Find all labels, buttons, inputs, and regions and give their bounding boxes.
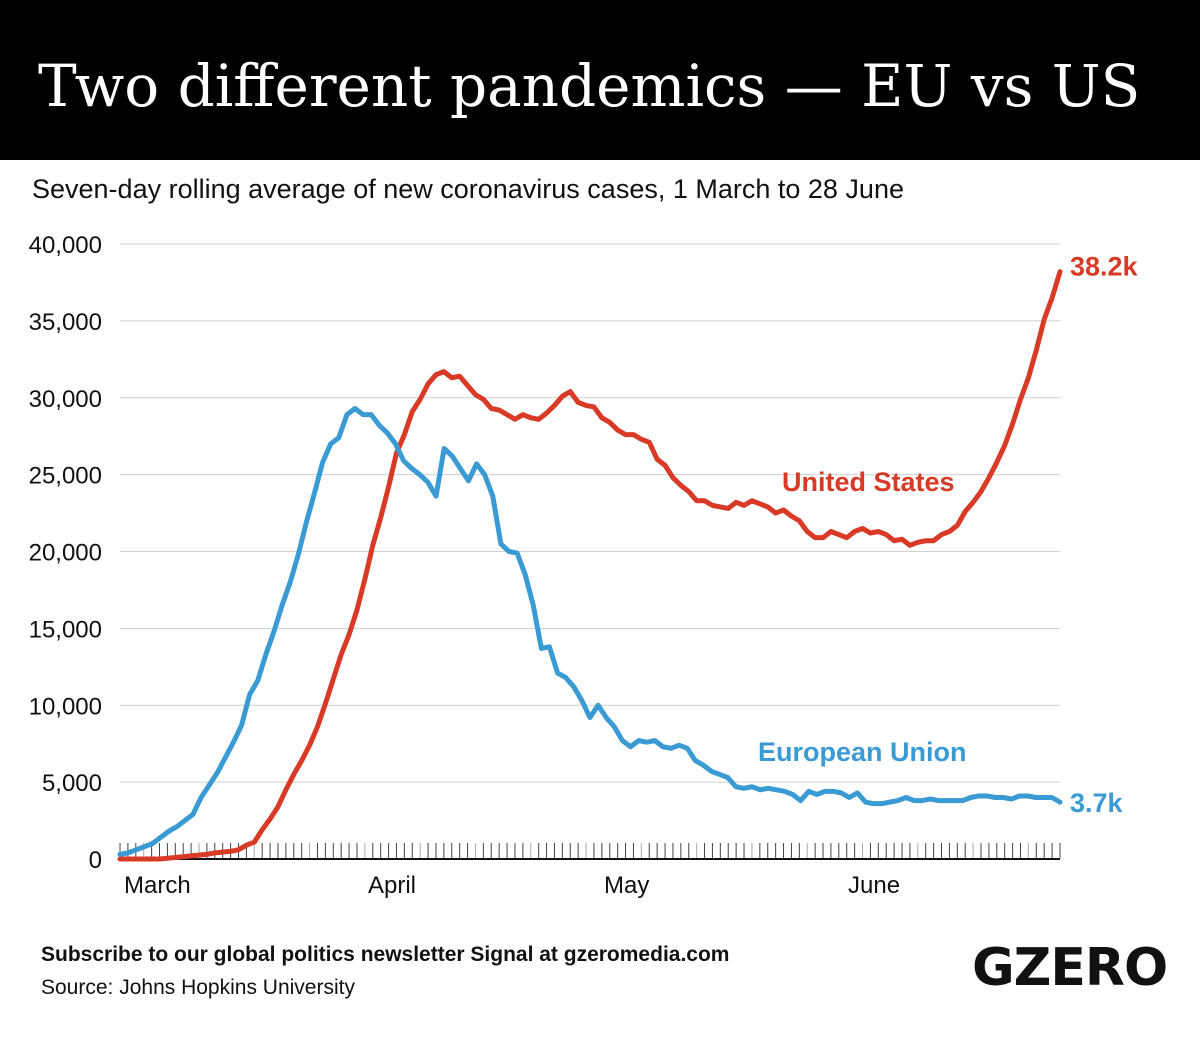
y-tick-label: 40,000 — [29, 232, 102, 259]
y-tick-label: 10,000 — [29, 693, 102, 720]
chart-title: Two different pandemics — EU vs US — [38, 52, 1141, 120]
series-label: United States — [782, 467, 955, 497]
subscribe-text: Subscribe to our global politics newslet… — [41, 943, 730, 966]
y-tick-label: 25,000 — [29, 463, 102, 490]
end-value-label: 3.7k — [1070, 788, 1124, 818]
x-tick-label: April — [368, 872, 416, 899]
x-tick-label: May — [604, 872, 649, 899]
y-tick-label: 20,000 — [29, 540, 102, 567]
y-tick-label: 15,000 — [29, 616, 102, 643]
series-line-eu — [117, 406, 1063, 857]
y-tick-label: 0 — [89, 847, 102, 874]
source-text: Source: Johns Hopkins University — [41, 976, 355, 999]
chart-subtitle: Seven-day rolling average of new coronav… — [32, 174, 904, 204]
gzero-logo: GZERO — [972, 938, 1168, 998]
y-tick-label: 35,000 — [29, 309, 102, 336]
y-tick-label: 5,000 — [42, 770, 102, 797]
x-tick-label: March — [124, 872, 191, 899]
series-line-us — [117, 269, 1063, 862]
y-tick-label: 30,000 — [29, 386, 102, 413]
end-value-label: 38.2k — [1070, 252, 1139, 282]
series-label: European Union — [758, 737, 967, 767]
x-tick-label: June — [848, 872, 900, 899]
title-bar: Two different pandemics — EU vs US — [0, 0, 1200, 160]
